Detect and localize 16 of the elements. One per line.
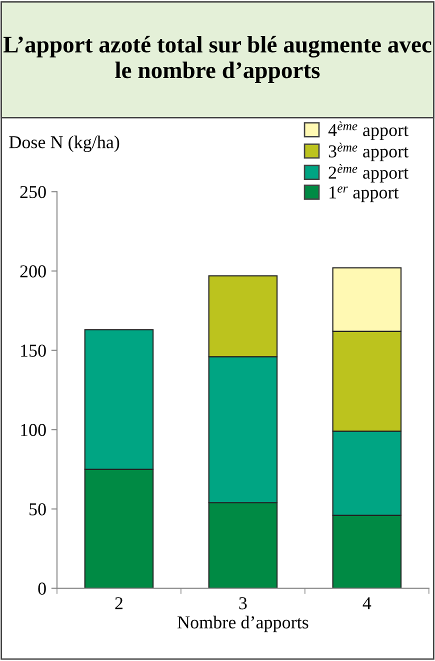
legend-label: 4$^{ème}$ apport xyxy=(328,121,408,140)
x-axis-title: Nombre d’apports xyxy=(178,616,308,632)
chart-title: L’apport azoté total sur blé augmente avec le nombre d’apports xyxy=(3,36,432,84)
x-tick-label: 4 xyxy=(362,597,372,610)
legend-label: 3$^{ème}$ apport xyxy=(328,142,408,162)
x-tick-label: 2 xyxy=(115,597,122,610)
y-axis-title: Dose N (kg/ha) xyxy=(9,136,120,152)
x-tick-label: 3 xyxy=(239,597,247,610)
y-tick-label: 200 xyxy=(20,265,46,278)
legend-label: 2$^{ème}$ apport xyxy=(328,164,408,182)
y-tick-label: 150 xyxy=(21,344,46,357)
legend-label: 1$^{er}$ apport xyxy=(330,186,399,202)
y-tick-label: 50 xyxy=(30,503,46,516)
y-tick-label: 100 xyxy=(21,424,46,436)
y-tick-label: 250 xyxy=(20,186,46,198)
y-tick-label: 0 xyxy=(38,582,46,595)
